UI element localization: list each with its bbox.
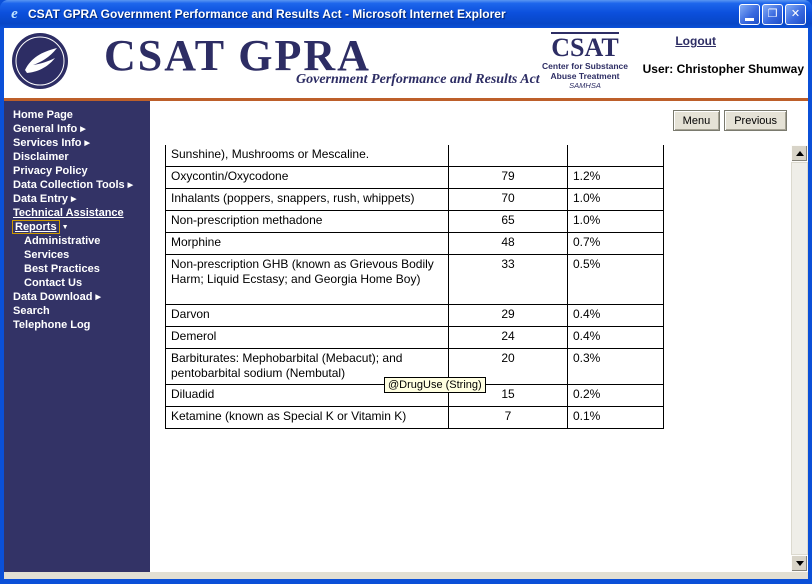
sidebar-item-data-download[interactable]: Data Download ▶ <box>13 291 101 303</box>
sidebar-item-technical-assistance[interactable]: Technical Assistance <box>13 207 124 219</box>
sidebar-item-services-info[interactable]: Services Info ▶ <box>13 137 90 149</box>
nav-arrow-icon: ▶ <box>84 140 90 147</box>
menu-button[interactable]: Menu <box>672 110 721 131</box>
logout-link[interactable]: Logout <box>675 34 716 48</box>
close-icon: ✕ <box>790 7 801 20</box>
scrollbar-thumb[interactable] <box>791 162 808 555</box>
sidebar-item-best-practices[interactable]: Best Practices <box>24 263 100 275</box>
sidebar-item-data-entry[interactable]: Data Entry ▶ <box>13 193 77 205</box>
table-row: Demerol 24 0.4% <box>165 325 664 349</box>
scroll-down-button[interactable] <box>791 555 808 572</box>
drug-use-report: Sunshine), Mushrooms or Mescaline. Oxyco… <box>165 145 791 572</box>
nav-arrow-icon: ▼ <box>61 224 69 231</box>
window-title: CSAT GPRA Government Performance and Res… <box>28 7 506 21</box>
sidebar-item-search[interactable]: Search <box>13 305 50 317</box>
restore-icon: ❐ <box>767 7 778 20</box>
sidebar-nav: Home Page General Info ▶ Services Info ▶ D… <box>4 101 150 572</box>
table-row: Barbiturates: Mephobarbital (Mebacut); a… <box>165 347 664 385</box>
restore-button[interactable]: ❐ <box>762 3 783 25</box>
app-logo-text: CSAT GPRA <box>104 31 371 80</box>
sidebar-item-privacy-policy[interactable]: Privacy Policy <box>13 165 88 177</box>
sidebar-item-disclaimer[interactable]: Disclaimer <box>13 151 69 163</box>
minimize-button[interactable] <box>739 3 760 25</box>
sidebar-item-contact-us[interactable]: Contact Us <box>24 277 83 289</box>
table-row: Morphine 48 0.7% <box>165 231 664 255</box>
sidebar-item-reports[interactable]: Reports ▼ <box>12 220 69 234</box>
sidebar-item-general-info[interactable]: General Info ▶ <box>13 123 86 135</box>
sidebar-item-telephone-log[interactable]: Telephone Log <box>13 319 91 331</box>
hhs-logo <box>12 33 68 89</box>
table-row: Non-prescription GHB (known as Grievous … <box>165 253 664 305</box>
nav-arrow-icon: ▶ <box>80 126 86 133</box>
close-button[interactable]: ✕ <box>785 3 806 25</box>
table-row: Ketamine (known as Special K or Vitamin … <box>165 405 664 429</box>
header-divider <box>4 98 808 101</box>
report-frame: Sunshine), Mushrooms or Mescaline. Oxyco… <box>150 145 808 572</box>
arrow-down-icon <box>795 561 804 566</box>
internet-explorer-icon: e <box>11 5 18 22</box>
sidebar-item-services[interactable]: Services <box>24 249 70 261</box>
main-content: Menu Previous Sunshine), Mushrooms or Me… <box>150 101 808 572</box>
sidebar-item-data-collection-tools[interactable]: Data Collection Tools ▶ <box>13 179 134 191</box>
table-row: Oxycontin/Oxycodone 79 1.2% <box>165 165 664 189</box>
title-bar: e CSAT GPRA Government Performance and R… <box>0 0 812 28</box>
arrow-up-icon <box>795 151 804 156</box>
sidebar-item-administrative[interactable]: Administrative <box>24 235 101 247</box>
table-row: Sunshine), Mushrooms or Mescaline. <box>165 145 664 167</box>
csat-logo-line2: Abuse Treatment <box>550 71 620 81</box>
table-row: Inhalants (poppers, snappers, rush, whip… <box>165 187 664 211</box>
nav-arrow-icon: ▶ <box>95 294 101 301</box>
nav-arrow-icon: ▶ <box>127 182 134 189</box>
logged-in-user: User: Christopher Shumway <box>642 62 804 76</box>
field-tooltip: @DrugUse (String) <box>384 377 486 393</box>
table-row: Darvon 29 0.4% <box>165 303 664 327</box>
status-bar <box>4 572 808 579</box>
drug-use-table: Sunshine), Mushrooms or Mescaline. Oxyco… <box>165 145 664 429</box>
nav-arrow-icon: ▶ <box>71 196 77 203</box>
minimize-icon <box>745 17 754 21</box>
csat-logo-line1: Center for Substance <box>542 61 628 71</box>
csat-logo-samhsa: SAMHSA <box>569 81 601 90</box>
previous-button[interactable]: Previous <box>724 110 787 131</box>
scroll-up-button[interactable] <box>791 145 808 162</box>
table-row: Non-prescription methadone 65 1.0% <box>165 209 664 233</box>
csat-logo-name: CSAT <box>551 32 619 62</box>
app-tagline: Government Performance and Results Act <box>296 72 540 87</box>
csat-logo: CSAT Center for Substance Abuse Treatmen… <box>542 32 628 90</box>
page-header: CSAT GPRA Government Performance and Res… <box>4 28 808 98</box>
sidebar-item-home-page[interactable]: Home Page <box>13 109 73 121</box>
vertical-scrollbar[interactable] <box>791 145 808 572</box>
